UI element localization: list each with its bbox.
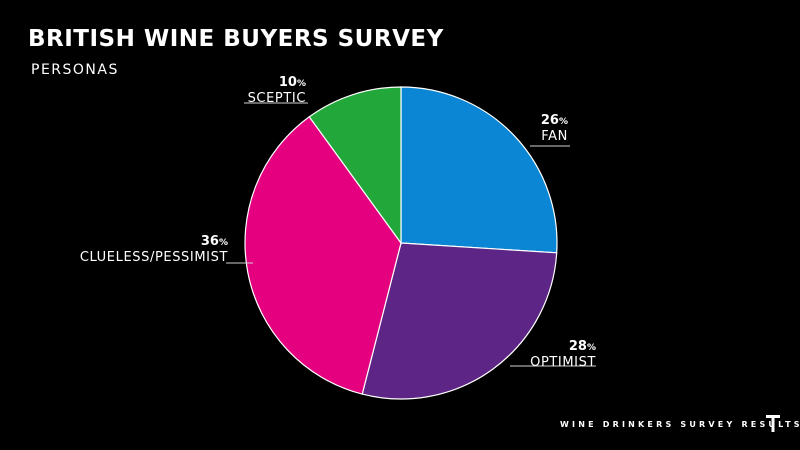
page-title: BRITISH WINE BUYERS SURVEY [28,26,444,52]
footer-text: WINE DRINKERS SURVEY RESULTS [560,420,800,429]
pie-slice-sceptic [308,86,402,245]
category-label-sceptic: SCEPTIC [248,91,306,106]
category-label-fan: FAN [541,129,568,144]
category-label-optimist: OPTIMIST [530,355,596,370]
pie-slice-optimist [361,242,558,400]
pie-slice-clueless-pessimist [244,115,402,395]
page-subtitle: PERSONAS [31,62,119,78]
value-label-sceptic: 10% [279,75,306,90]
t-logo-icon [766,415,780,432]
value-label-optimist: 28% [569,339,596,354]
value-label-fan: 26% [541,113,568,128]
value-label-clueless-pessimist: 36% [201,234,228,249]
category-label-clueless-pessimist: CLUELESS/PESSIMIST [80,250,228,265]
pie-slice-fan [400,86,558,254]
